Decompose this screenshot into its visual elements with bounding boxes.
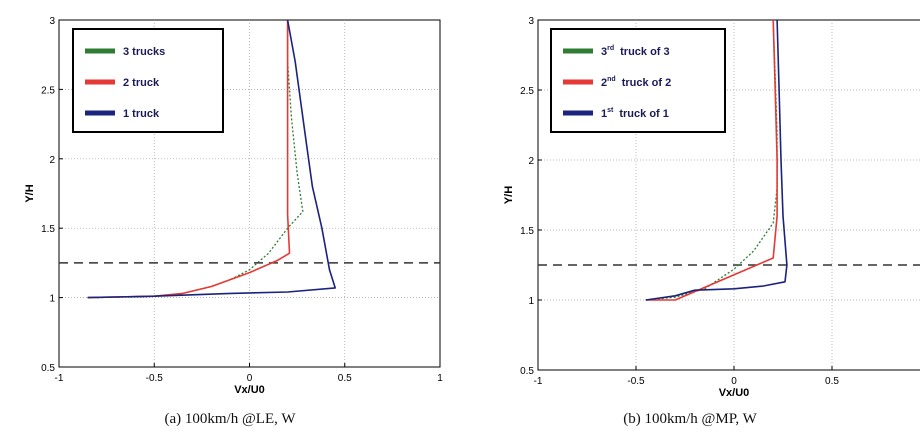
- y-tick-label: 1.5: [520, 226, 534, 237]
- legend-label-superscript: st: [607, 107, 614, 114]
- x-tick-label: -0.5: [627, 376, 645, 387]
- y-tick-label: 3: [528, 16, 534, 27]
- legend-label: 1 truck: [123, 108, 160, 120]
- y-tick-label: 1: [528, 296, 534, 307]
- y-tick-label: 0.5: [41, 363, 55, 374]
- chart-a-caption: (a) 100km/h @LE, W: [164, 411, 296, 427]
- legend-label-rest: truck of 2: [622, 77, 672, 89]
- chart-b-caption: (b) 100km/h @MP, W: [623, 411, 757, 427]
- x-tick-label: 0: [731, 376, 737, 387]
- x-tick-label: 0.5: [825, 376, 839, 387]
- y-tick-label: 1.5: [41, 224, 55, 235]
- x-tick-label: 0.5: [338, 373, 352, 384]
- legend-label-ordinal: 1: [601, 108, 607, 120]
- series-line-blue: [645, 19, 788, 301]
- legend-label: 2 truck: [123, 77, 160, 89]
- legend-label-superscript: rd: [607, 45, 614, 52]
- x-axis-label: Vx/U0: [719, 387, 750, 399]
- series-line-red: [87, 20, 291, 299]
- y-tick-label: 1: [49, 294, 55, 305]
- chart-panel-a: -1 -0.5 0 0.5 1 0.5 1 1.5 2 2.5 3 Vx/U0 Y/H 3 trucks 2…: [24, 16, 443, 427]
- legend-label: 3 trucks: [123, 46, 165, 58]
- x-tick-label: 1: [437, 373, 443, 384]
- y-tick-label: 2.5: [520, 86, 534, 97]
- legend-label-ordinal: 2: [601, 77, 607, 89]
- y-tick-label: 3: [49, 16, 55, 27]
- legend-label-rest: truck of 1: [619, 108, 669, 120]
- legend-label-ordinal: 3: [601, 46, 607, 58]
- legend-label: 3rd truck of 3: [601, 45, 670, 58]
- legend-label: 1st truck of 1: [601, 107, 669, 120]
- y-tick-label: 2: [528, 156, 534, 167]
- series-line-blue: [87, 19, 336, 299]
- y-tick-label: 2.5: [41, 85, 55, 96]
- legend-label: 2nd truck of 2: [601, 76, 671, 89]
- x-tick-label: 0: [247, 373, 253, 384]
- y-tick-label: 0.5: [520, 366, 534, 377]
- legend-label-superscript: nd: [607, 76, 616, 83]
- x-tick-label: -1: [534, 376, 543, 387]
- y-axis-label: Y/H: [24, 184, 36, 202]
- y-tick-label: 2: [49, 155, 55, 166]
- series-line-red: [645, 19, 778, 301]
- x-tick-label: -0.5: [146, 373, 164, 384]
- x-tick-label: -1: [55, 373, 64, 384]
- x-axis-label: Vx/U0: [234, 384, 265, 396]
- y-axis-label: Y/H: [503, 186, 515, 204]
- legend-label-rest: truck of 3: [620, 46, 670, 58]
- chart-a-svg: -1 -0.5 0 0.5 1 0.5 1 1.5 2 2.5 3 Vx/U0 Y/H 3 trucks 2…: [24, 16, 443, 396]
- chart-panel-b: -1 -0.5 0 0.5 0.5 1 1.5 2 2.5 3 Vx/U0 Y/H 3rd truck o…: [460, 0, 920, 435]
